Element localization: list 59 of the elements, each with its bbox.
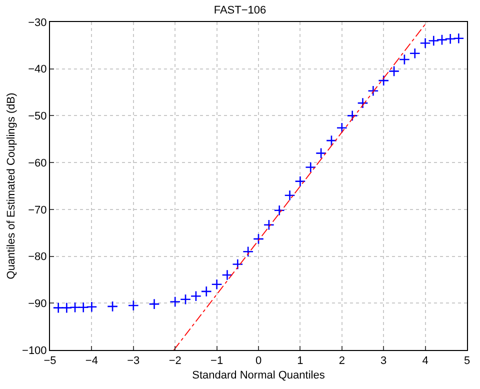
point: [274, 204, 285, 216]
point: [200, 286, 212, 297]
point: [294, 176, 306, 187]
point: [107, 300, 118, 312]
point: [398, 54, 410, 66]
point: [190, 290, 202, 302]
y-tick-label: −80: [28, 251, 47, 264]
point: [336, 122, 348, 134]
chart-title: FAST−106: [214, 4, 266, 17]
x-axis-title: Standard Normal Quantiles: [192, 369, 326, 382]
x-tick-label: 2: [338, 355, 345, 368]
point: [252, 233, 264, 244]
x-tick-label: 5: [464, 355, 470, 368]
point: [453, 32, 464, 44]
point: [316, 148, 327, 159]
x-tick-label: −3: [127, 355, 140, 368]
point: [284, 190, 296, 201]
point: [368, 85, 379, 96]
point: [409, 48, 420, 59]
point: [86, 301, 98, 312]
x-tick-label: −4: [85, 355, 98, 368]
point: [148, 298, 160, 310]
point: [170, 296, 181, 308]
point: [128, 300, 139, 312]
point: [263, 219, 274, 230]
point: [69, 302, 81, 313]
x-tick-label: 0: [255, 355, 262, 368]
point: [444, 33, 456, 44]
point: [388, 66, 400, 77]
point: [420, 38, 431, 49]
point: [242, 246, 254, 258]
point: [211, 278, 222, 290]
point: [305, 162, 316, 173]
y-axis-title: Quantiles of Estimated Couplings (dB): [6, 92, 18, 280]
x-tick-label: −5: [44, 355, 56, 368]
x-tick-label: −2: [168, 355, 182, 368]
point: [232, 258, 244, 270]
x-tick-label: 4: [422, 355, 428, 368]
point: [357, 98, 368, 109]
point: [326, 135, 338, 146]
point: [180, 294, 192, 305]
point: [52, 302, 64, 314]
y-tick-label: −40: [28, 64, 47, 76]
y-tick-label: −90: [28, 298, 47, 310]
point: [222, 269, 233, 281]
point: [428, 35, 440, 46]
point: [346, 110, 358, 122]
point: [436, 34, 448, 46]
x-tick-label: −1: [210, 355, 224, 368]
y-tick-label: −50: [28, 110, 47, 123]
y-tick-label: −30: [28, 16, 47, 29]
y-tick-label: −70: [28, 204, 47, 216]
point: [378, 75, 390, 86]
y-tick-label: −100: [22, 344, 47, 357]
point: [78, 302, 89, 313]
x-tick-label: 1: [297, 355, 304, 368]
point: [61, 302, 72, 314]
x-tick-label: 3: [380, 355, 387, 368]
y-tick-label: −60: [28, 157, 47, 170]
